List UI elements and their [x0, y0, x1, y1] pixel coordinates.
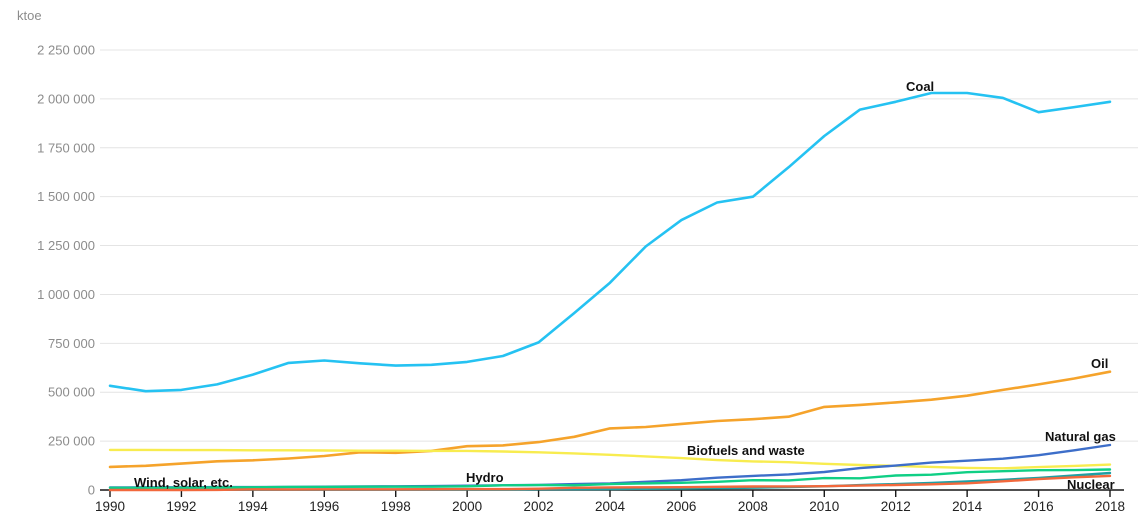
nuclear-label: Nuclear [1067, 477, 1115, 492]
nuclear-line [108, 474, 1112, 492]
oil-label: Oil [1091, 356, 1108, 371]
x-tick-label: 2016 [1024, 499, 1054, 514]
y-axis-unit-label: ktoe [17, 8, 42, 23]
biofuels-and-waste-line [108, 448, 1112, 470]
oil-line [108, 370, 1112, 469]
x-tick-label: 1992 [166, 499, 196, 514]
y-tick-label: 1 250 000 [37, 238, 95, 253]
natural-gas-label: Natural gas [1045, 429, 1116, 444]
x-tick-label: 2008 [738, 499, 768, 514]
x-tick-label: 2004 [595, 499, 626, 514]
y-tick-label: 1 500 000 [37, 189, 95, 204]
y-tick-label: 1 000 000 [37, 287, 95, 302]
x-tick-label: 2010 [809, 499, 839, 514]
coal-label: Coal [906, 79, 934, 94]
y-tick-label: 500 000 [48, 385, 95, 400]
x-tick-label: 1990 [95, 499, 125, 514]
x-tick-label: 1998 [381, 499, 411, 514]
y-tick-label: 2 000 000 [37, 91, 95, 106]
x-tick-label: 2006 [666, 499, 696, 514]
y-tick-label: 750 000 [48, 336, 95, 351]
y-tick-label: 0 [88, 483, 95, 498]
biofuels-and-waste-label: Biofuels and waste [687, 443, 805, 458]
y-tick-label: 2 250 000 [37, 43, 95, 58]
x-tick-label: 2012 [881, 499, 911, 514]
hydro-label: Hydro [466, 470, 504, 485]
x-tick-label: 2018 [1095, 499, 1125, 514]
wind-solar-etc-label: Wind, solar, etc. [134, 475, 233, 490]
y-tick-label: 1 750 000 [37, 140, 95, 155]
y-tick-label: 250 000 [48, 434, 95, 449]
x-tick-label: 2000 [452, 499, 482, 514]
coal-line [108, 91, 1112, 393]
x-tick-label: 2002 [524, 499, 554, 514]
x-tick-label: 1996 [309, 499, 339, 514]
x-tick-label: 2014 [952, 499, 983, 514]
x-tick-label: 1994 [238, 499, 269, 514]
hydro-line [108, 468, 1112, 489]
